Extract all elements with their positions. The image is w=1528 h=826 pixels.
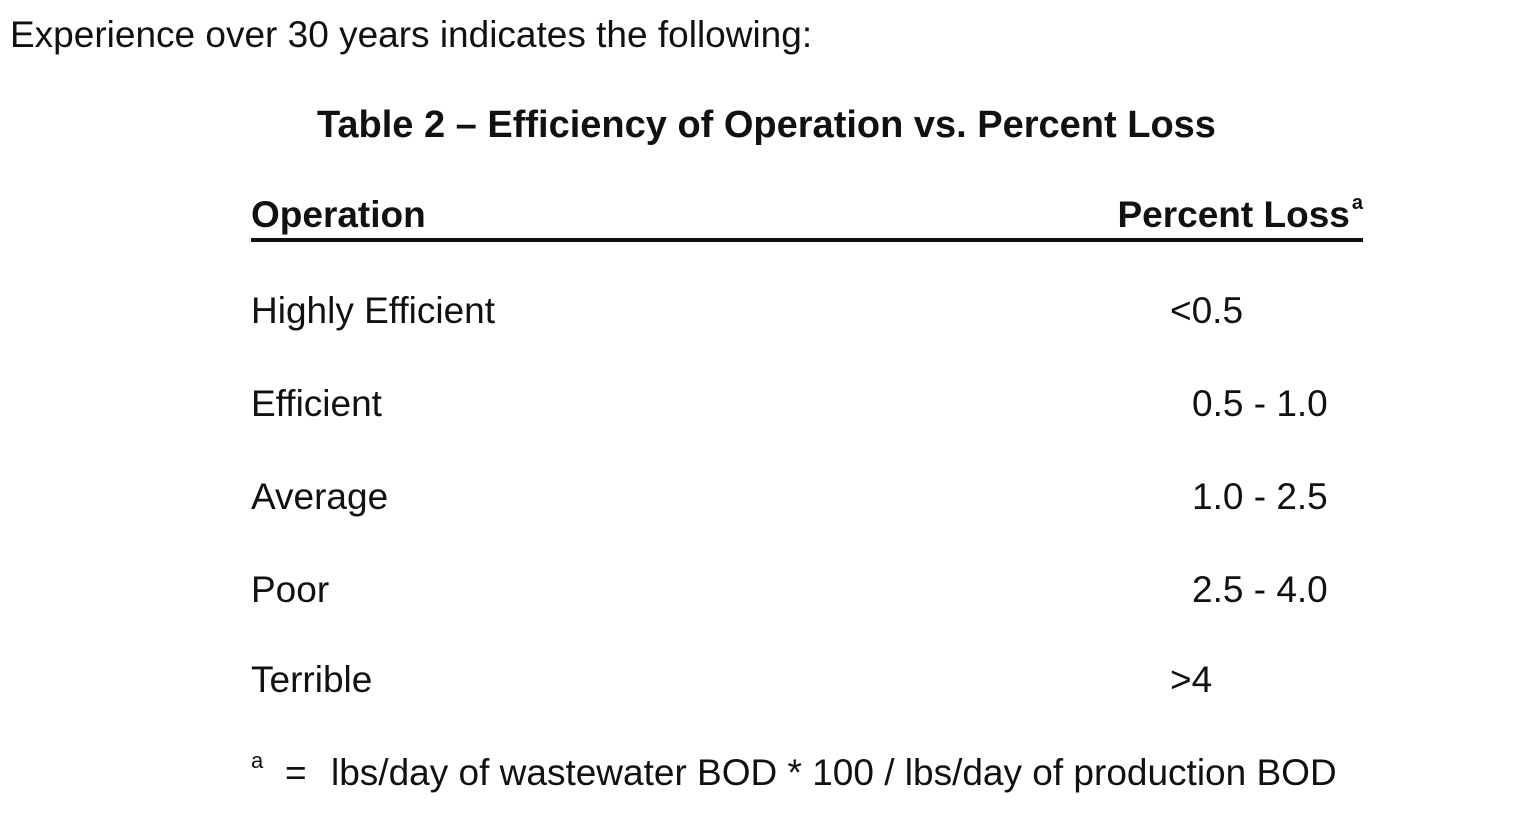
percent-loss-cell: 0.5 - 1.0 xyxy=(1192,383,1328,424)
operation-cell: Highly Efficient xyxy=(251,290,496,331)
percent-loss-cell: >4 xyxy=(1170,659,1213,700)
footnote-text: lbs/day of wastewater BOD * 100 / lbs/da… xyxy=(331,752,1337,793)
operation-cell: Terrible xyxy=(251,659,373,700)
intro-text: Experience over 30 years indicates the f… xyxy=(10,14,813,55)
table-row: Efficient 0.5 - 1.0 xyxy=(251,381,1363,427)
footnote-equals: = xyxy=(285,752,307,793)
column-header-percent-loss-label: Percent Loss xyxy=(1117,194,1350,235)
percent-loss-cell: 2.5 - 4.0 xyxy=(1192,569,1328,610)
operation-cell: Poor xyxy=(251,569,330,610)
percent-loss-cell: 1.0 - 2.5 xyxy=(1192,476,1328,517)
table-row: Average 1.0 - 2.5 xyxy=(251,474,1363,520)
percent-loss-cell: <0.5 xyxy=(1170,290,1244,331)
operation-cell: Average xyxy=(251,476,389,517)
column-header-operation: Operation xyxy=(251,194,426,235)
column-header-percent-loss: Percent Loss a xyxy=(1118,192,1364,238)
table-row: Highly Efficient <0.5 xyxy=(251,288,1363,334)
footnote-marker: a xyxy=(1351,192,1363,214)
table-row: Poor 2.5 - 4.0 xyxy=(251,567,1363,613)
table-row: Terrible >4 xyxy=(251,657,1363,703)
table-caption: Table 2 – Efficiency of Operation vs. Pe… xyxy=(317,104,1216,146)
table-header-row: Operation Percent Loss a xyxy=(251,192,1363,242)
footnote-marker: a xyxy=(251,748,264,773)
operation-cell: Efficient xyxy=(251,383,382,424)
table-footnote: a = lbs/day of wastewater BOD * 100 / lbs/… xyxy=(251,748,1337,801)
